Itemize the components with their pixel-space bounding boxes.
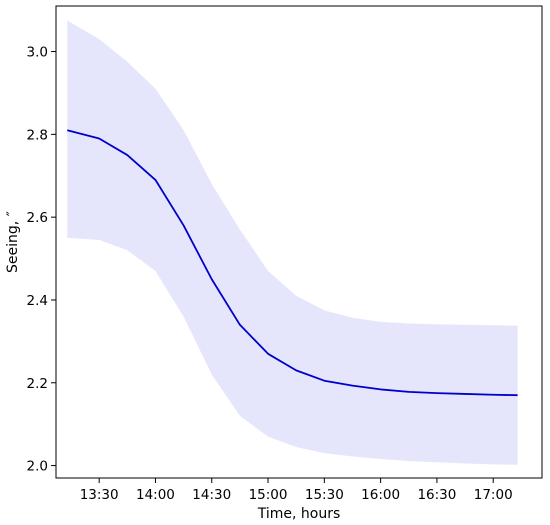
x-axis-label: Time, hours	[257, 506, 341, 522]
x-axis: 13:30 14:00 14:30 15:00 15:30 16:00 16:30 17:00	[80, 478, 513, 503]
x-tick-label: 14:00	[136, 487, 175, 503]
axes-frame	[55, 5, 543, 479]
y-tick-label: 2.0	[27, 459, 48, 475]
y-tick-label: 3.0	[27, 45, 48, 61]
y-axis: 2.0 2.2 2.4 2.6 2.8 3.0	[27, 45, 56, 475]
uncertainty-band	[67, 20, 518, 465]
y-tick-label: 2.6	[27, 210, 48, 226]
x-tick-label: 16:30	[417, 487, 456, 503]
x-tick-label: 15:30	[305, 487, 344, 503]
y-axis-label: Seeing, ″	[5, 211, 21, 273]
y-tick-label: 2.2	[27, 376, 48, 392]
plot-area	[67, 20, 518, 465]
x-tick-label: 17:00	[474, 487, 513, 503]
y-tick-label: 2.8	[27, 127, 48, 143]
y-tick-label: 2.4	[27, 293, 48, 309]
x-tick-label: 16:00	[361, 487, 400, 503]
seeing-line	[67, 129, 518, 397]
x-tick-label: 14:30	[192, 487, 231, 503]
x-tick-label: 13:30	[80, 487, 119, 503]
x-tick-label: 15:00	[249, 487, 288, 503]
